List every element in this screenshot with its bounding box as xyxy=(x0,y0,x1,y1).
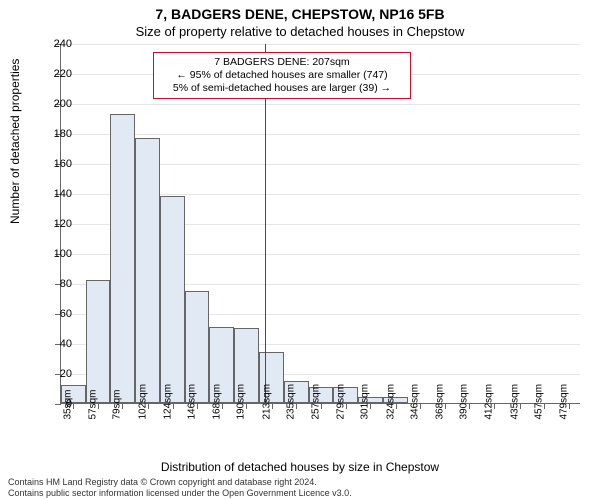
y-tick-label: 80 xyxy=(32,278,72,290)
y-tick-label: 60 xyxy=(32,308,72,320)
histogram-bar xyxy=(160,196,185,403)
grid-line xyxy=(61,104,580,105)
histogram-bar xyxy=(110,114,135,404)
title-address: 7, BADGERS DENE, CHEPSTOW, NP16 5FB xyxy=(0,6,600,22)
footer-line1: Contains HM Land Registry data © Crown c… xyxy=(8,477,352,487)
y-tick-label: 140 xyxy=(32,188,72,200)
y-tick-label: 180 xyxy=(32,128,72,140)
y-tick-label: 120 xyxy=(32,218,72,230)
x-tick xyxy=(296,403,297,409)
grid-line xyxy=(61,134,580,135)
y-tick-label: 20 xyxy=(32,368,72,380)
annotation-line3: 5% of semi-detached houses are larger (3… xyxy=(160,82,404,95)
title-subtitle: Size of property relative to detached ho… xyxy=(0,24,600,39)
plot-area: 7 BADGERS DENE: 207sqm← 95% of detached … xyxy=(60,44,580,404)
y-tick-label: 100 xyxy=(32,248,72,260)
y-tick-label: 220 xyxy=(32,68,72,80)
histogram-bar xyxy=(86,280,111,403)
y-tick-label: 200 xyxy=(32,98,72,110)
x-axis-title: Distribution of detached houses by size … xyxy=(0,460,600,474)
y-tick-label: 160 xyxy=(32,158,72,170)
footer-attribution: Contains HM Land Registry data © Crown c… xyxy=(8,477,352,498)
y-tick-label: 240 xyxy=(32,38,72,50)
x-tick xyxy=(469,403,470,409)
annotation-line1: 7 BADGERS DENE: 207sqm xyxy=(160,56,404,69)
histogram-bar xyxy=(135,138,161,404)
grid-line xyxy=(61,44,580,45)
chart-container: 7, BADGERS DENE, CHEPSTOW, NP16 5FB Size… xyxy=(0,0,600,500)
footer-line2: Contains public sector information licen… xyxy=(8,488,352,498)
y-axis-title: Number of detached properties xyxy=(8,59,22,224)
annotation-line2: ← 95% of detached houses are smaller (74… xyxy=(160,69,404,82)
x-tick xyxy=(122,403,123,409)
annotation-box: 7 BADGERS DENE: 207sqm← 95% of detached … xyxy=(153,52,411,99)
y-tick-label: 40 xyxy=(32,338,72,350)
